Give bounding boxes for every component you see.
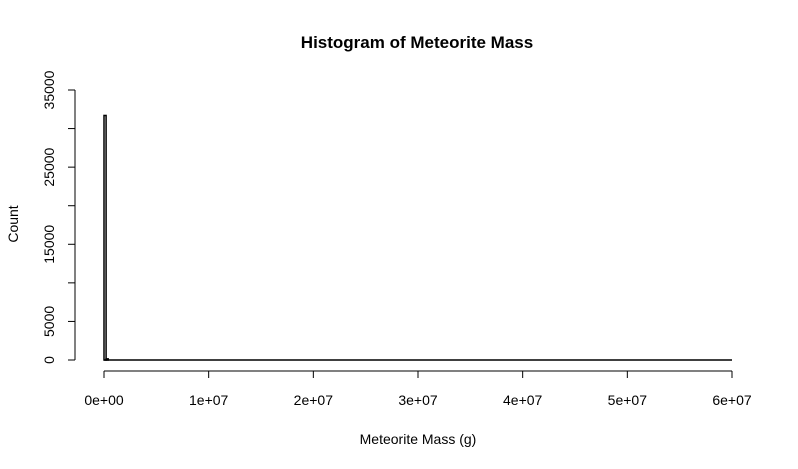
histogram-bars <box>103 114 732 361</box>
y-tick-label-0: 0 <box>41 356 57 364</box>
y-tick-label-7: 35000 <box>41 70 57 109</box>
x-tick-label-5: 5e+07 <box>608 392 648 408</box>
y-axis-label: Count <box>5 205 21 242</box>
x-tick-label-4: 4e+07 <box>503 392 543 408</box>
y-tick-label-1: 5000 <box>41 306 57 337</box>
y-tick-label-3: 15000 <box>41 225 57 264</box>
x-tick-label-6: 6e+07 <box>712 392 752 408</box>
y-axis: 0 5000 15000 25000 35000 <box>41 70 76 364</box>
y-tick-label-5: 25000 <box>41 147 57 186</box>
x-tick-label-0: 0e+00 <box>84 392 124 408</box>
histogram-bar-0 <box>103 114 107 361</box>
x-tick-label-1: 1e+07 <box>189 392 229 408</box>
x-tick-label-2: 2e+07 <box>294 392 334 408</box>
x-axis-label: Meteorite Mass (g) <box>360 431 477 447</box>
x-tick-label-3: 3e+07 <box>398 392 438 408</box>
x-axis: 0e+00 1e+07 2e+07 3e+07 4e+07 5e+07 6e+07 <box>84 370 752 408</box>
chart-title: Histogram of Meteorite Mass <box>301 33 533 52</box>
